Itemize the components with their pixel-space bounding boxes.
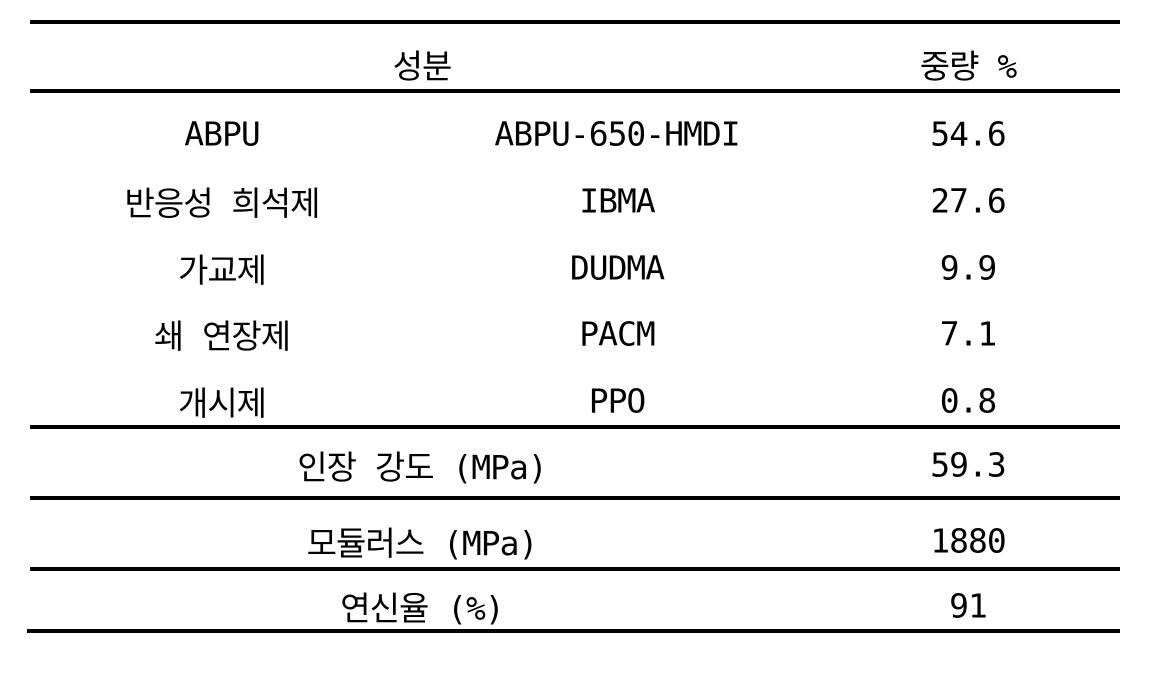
row-weight: 9.9 (940, 249, 997, 288)
row-material: DUDMA (570, 249, 664, 288)
row-weight: 27.6 (930, 182, 1005, 221)
row-weight: 54.6 (930, 115, 1005, 154)
property-label: 연신율 (%) (340, 582, 504, 630)
row-category: 가교제 (178, 244, 266, 292)
row-rule (30, 496, 1120, 500)
row-weight: 7.1 (940, 315, 997, 354)
property-value: 91 (949, 587, 987, 626)
row-material: IBMA (579, 182, 654, 221)
header-rule (30, 89, 1120, 93)
row-category: ABPU (184, 115, 259, 154)
property-value: 1880 (930, 522, 1005, 561)
row-material: PACM (579, 315, 654, 354)
row-category: 반응성 희석제 (124, 177, 319, 225)
property-label: 모듈러스 (MPa) (307, 517, 538, 565)
property-value: 59.3 (930, 446, 1005, 485)
section-rule (30, 425, 1120, 429)
row-material: PPO (589, 382, 646, 421)
row-material: ABPU-650-HMDI (494, 115, 739, 154)
property-label: 인장 강도 (MPa) (297, 441, 547, 489)
row-category: 개시제 (178, 377, 266, 425)
table-bottom-rule (27, 629, 1120, 633)
row-weight: 0.8 (940, 382, 997, 421)
row-category: 쇄 연장제 (154, 310, 290, 358)
row-rule (30, 567, 1120, 571)
header-component: 성분 (393, 40, 452, 88)
table-top-rule (30, 20, 1120, 24)
header-weight: 중량 % (920, 40, 1016, 88)
